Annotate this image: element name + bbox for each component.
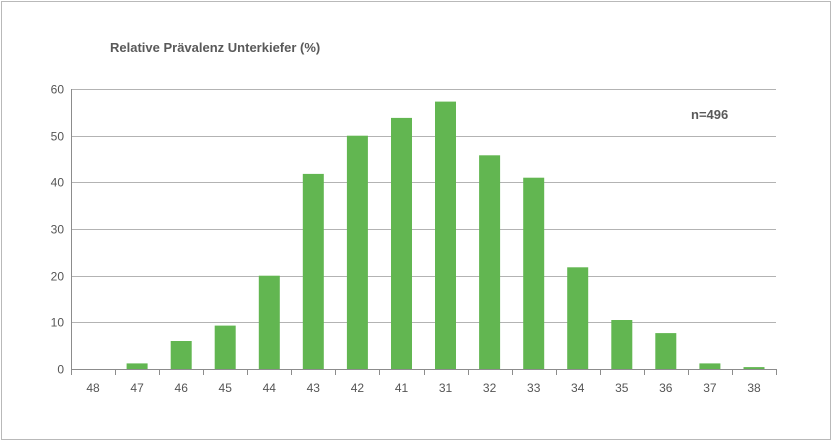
x-tick-label-48: 48 <box>86 381 100 395</box>
y-tick-labels: 0 10 20 30 40 50 60 <box>51 83 65 377</box>
x-tick-labels: 48 47 46 45 44 43 42 41 31 32 33 34 35 36 37 38 <box>86 381 761 395</box>
y-tick-label-30: 30 <box>51 223 65 237</box>
y-tick-label-0: 0 <box>57 363 64 377</box>
bar-38 <box>743 367 765 369</box>
y-tick-label-50: 50 <box>51 130 65 144</box>
bar-32 <box>479 155 501 369</box>
x-tick-label-35: 35 <box>615 381 629 395</box>
x-tick-label-37: 37 <box>703 381 717 395</box>
bar-34 <box>567 267 589 369</box>
x-tick-label-38: 38 <box>747 381 761 395</box>
x-tick-label-36: 36 <box>659 381 673 395</box>
bars <box>126 101 765 370</box>
bar-37 <box>699 363 721 369</box>
bar-33 <box>523 177 545 369</box>
x-tick-label-47: 47 <box>130 381 144 395</box>
bar-44 <box>258 275 280 369</box>
bar-46 <box>170 341 192 369</box>
x-tick-label-32: 32 <box>483 381 497 395</box>
bar-43 <box>302 173 324 369</box>
y-tick-label-40: 40 <box>51 176 65 190</box>
x-tick-label-42: 42 <box>351 381 365 395</box>
chart-title: Relative Prävalenz Unterkiefer (%) <box>110 40 320 55</box>
y-tick-label-10: 10 <box>51 316 65 330</box>
x-tick-label-44: 44 <box>263 381 277 395</box>
x-tick-label-46: 46 <box>175 381 189 395</box>
bar-42 <box>346 135 368 369</box>
y-tick-label-60: 60 <box>51 83 65 97</box>
bar-36 <box>655 333 677 369</box>
x-tick-label-33: 33 <box>527 381 541 395</box>
bar-35 <box>611 320 633 369</box>
sample-size-annotation: n=496 <box>691 107 728 122</box>
grid-lines <box>71 89 776 323</box>
x-tick-label-31: 31 <box>439 381 453 395</box>
bar-45 <box>214 325 236 369</box>
x-tick-label-43: 43 <box>307 381 321 395</box>
bar-41 <box>391 117 412 370</box>
x-tick-label-41: 41 <box>395 381 409 395</box>
bar-47 <box>126 363 148 369</box>
bar-31 <box>435 101 456 369</box>
x-tick-label-34: 34 <box>571 381 585 395</box>
x-tick-label-45: 45 <box>219 381 233 395</box>
y-tick-label-20: 20 <box>51 270 65 284</box>
axes <box>71 89 777 375</box>
